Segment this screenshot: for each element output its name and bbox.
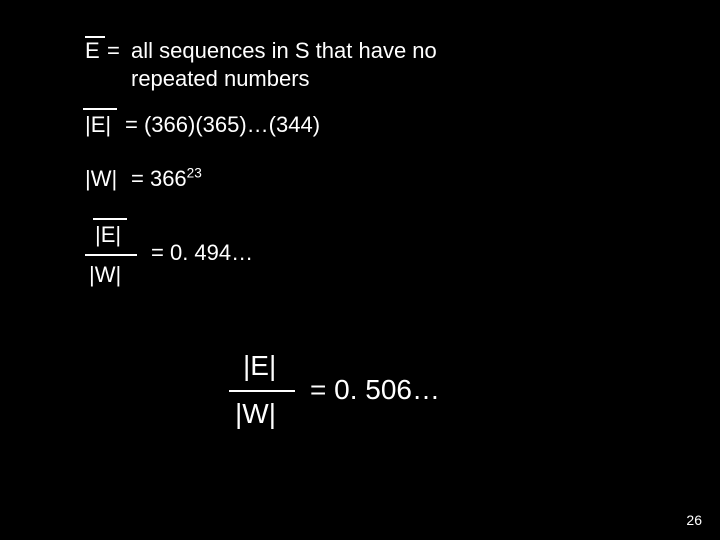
row4-rhs: = 0. 494… <box>151 240 253 266</box>
row3-rhs: = 36623 <box>131 166 202 192</box>
row1-desc-line2: repeated numbers <box>131 66 310 92</box>
row1-desc-line1: all sequences in S that have no <box>131 38 437 64</box>
e-complement-bar-row4 <box>93 218 127 220</box>
row5-rhs: = 0. 506… <box>310 374 440 406</box>
row4-den: |W| <box>89 262 121 288</box>
slide: E = all sequences in S that have no repe… <box>0 0 720 540</box>
row5-num: |E| <box>243 350 276 382</box>
row2-lhs: |E| <box>85 112 111 138</box>
page-number: 26 <box>686 512 702 528</box>
row3-lhs: |W| <box>85 166 117 192</box>
row2-rhs: = (366)(365)…(344) <box>125 112 320 138</box>
row4-fraction-bar <box>85 254 137 256</box>
row1-equals: = <box>107 38 120 64</box>
row3-rhs-base: = 366 <box>131 166 187 191</box>
row4-num: |E| <box>95 222 121 248</box>
e-complement-bar-row2 <box>83 108 117 110</box>
row3-rhs-sup: 23 <box>187 166 202 181</box>
row5-fraction-bar <box>229 390 295 392</box>
row5-den: |W| <box>235 398 276 430</box>
row1-e: E <box>85 38 100 64</box>
